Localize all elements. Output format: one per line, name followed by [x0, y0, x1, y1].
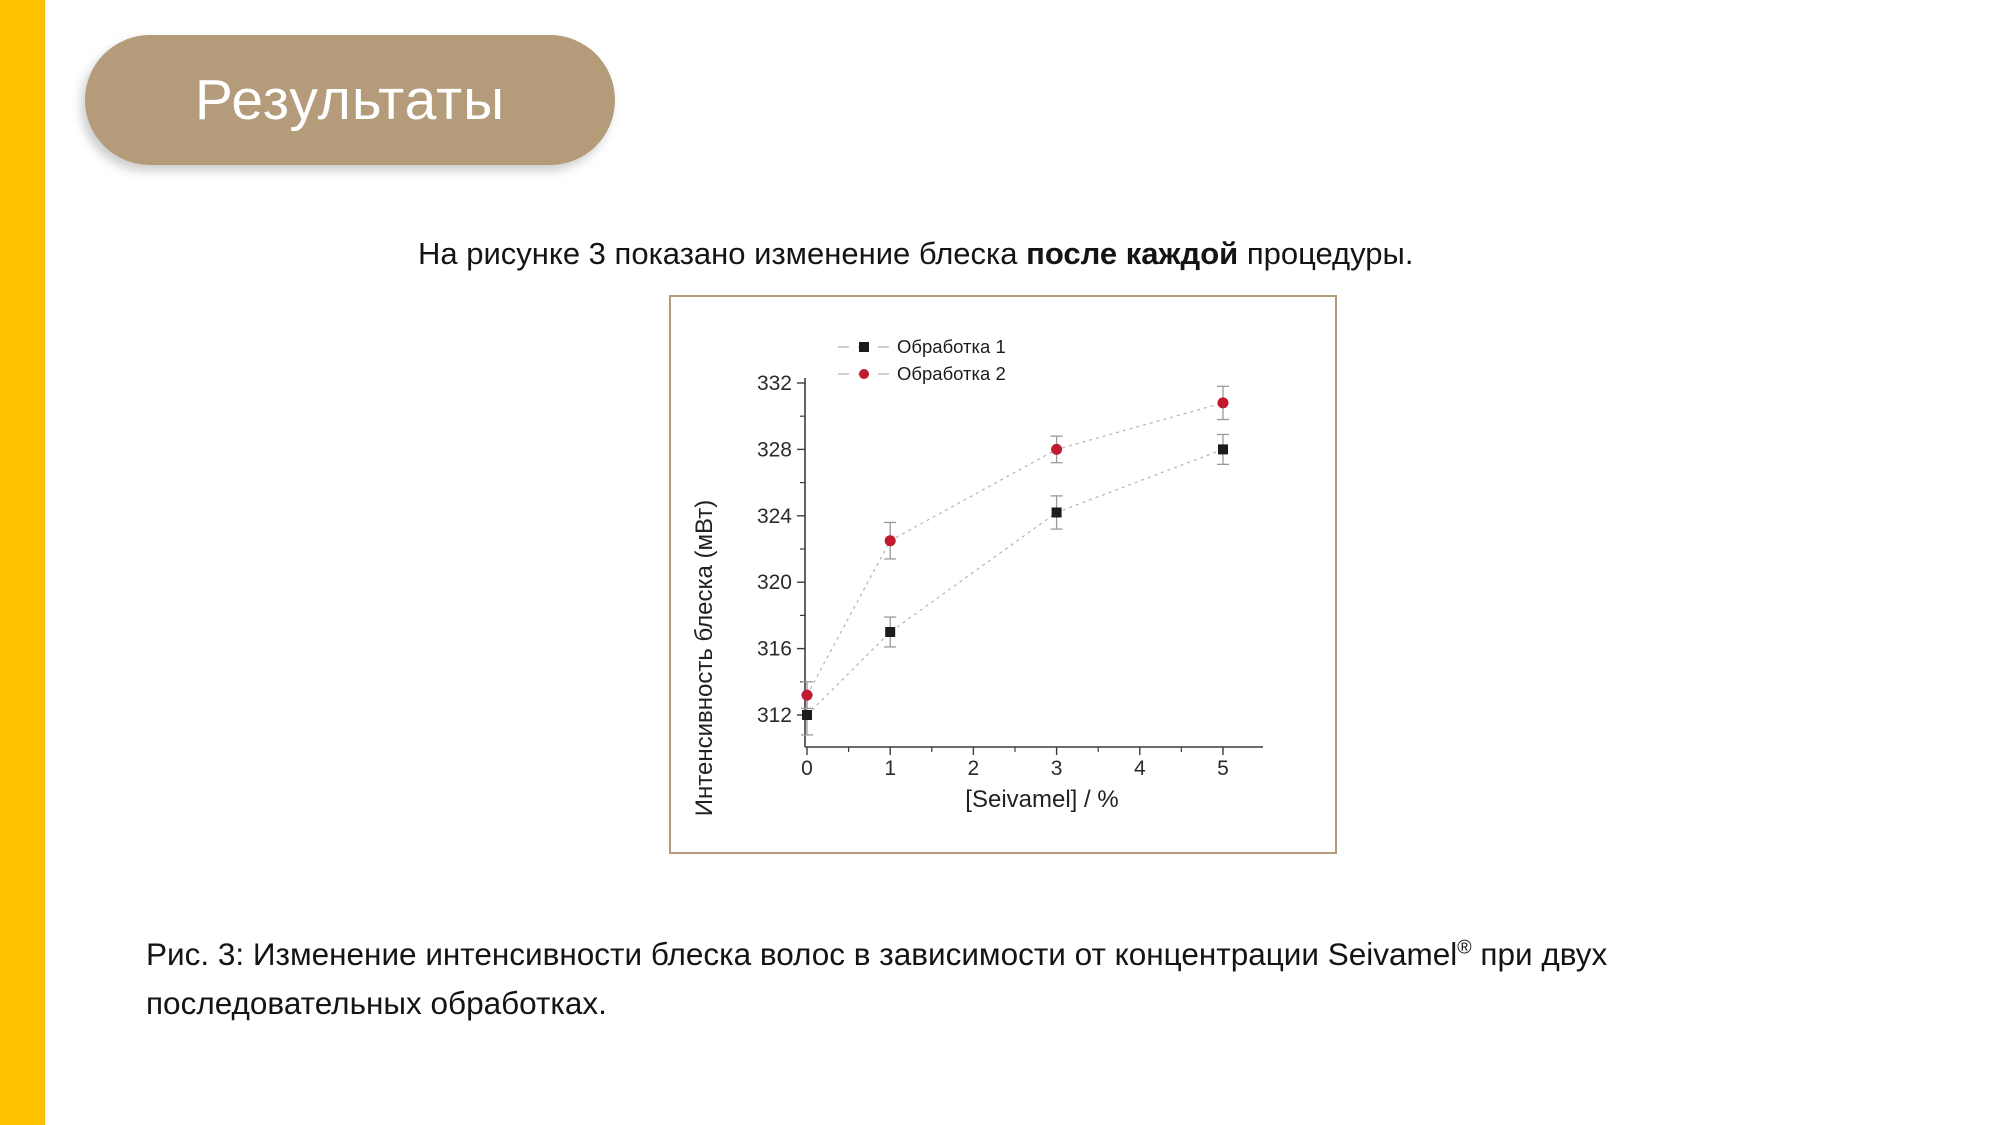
intro-suffix: процедуры.	[1238, 236, 1414, 271]
figure-box: 0 1 2 3 4 5 312 316 320 324 328 332 [Seivamel] / % Ин…	[669, 295, 1337, 854]
svg-text:4: 4	[1134, 757, 1146, 780]
svg-text:324: 324	[757, 505, 792, 528]
svg-text:320: 320	[757, 571, 792, 594]
page-title: Результаты	[194, 68, 506, 132]
intro-prefix: На рисунке 3 показано изменение блеска	[418, 236, 1027, 271]
caption-registered-mark: ®	[1457, 936, 1472, 959]
svg-text:[Seivamel] / %: [Seivamel] / %	[965, 786, 1118, 813]
svg-text:3: 3	[1051, 757, 1063, 780]
svg-text:Обработка 2: Обработка 2	[897, 363, 1006, 384]
svg-text:0: 0	[801, 757, 813, 780]
svg-text:2: 2	[968, 757, 980, 780]
intro-text: На рисунке 3 показано изменение блеска п…	[418, 236, 1413, 272]
svg-text:Обработка 1: Обработка 1	[897, 336, 1006, 357]
caption-part1: Рис. 3: Изменение интенсивности блеска в…	[146, 936, 1458, 972]
svg-text:332: 332	[757, 372, 792, 395]
svg-text:316: 316	[757, 638, 792, 661]
svg-text:Интенсивность блеска (мВт): Интенсивность блеска (мВт)	[691, 500, 718, 817]
figure-caption: Рис. 3: Изменение интенсивности блеска в…	[146, 930, 1746, 1028]
svg-text:312: 312	[757, 704, 792, 727]
left-accent-bar	[0, 0, 45, 1125]
caption-part2: при двух последовательных обработках.	[146, 936, 1608, 1021]
intro-bold: после каждой	[1026, 236, 1239, 271]
svg-text:1: 1	[884, 757, 896, 780]
title-banner: Результаты	[85, 35, 615, 165]
svg-text:5: 5	[1217, 757, 1229, 780]
figure-svg: 0 1 2 3 4 5 312 316 320 324 328 332 [Seivamel] / % Ин…	[691, 336, 1263, 817]
svg-text:328: 328	[757, 438, 792, 461]
